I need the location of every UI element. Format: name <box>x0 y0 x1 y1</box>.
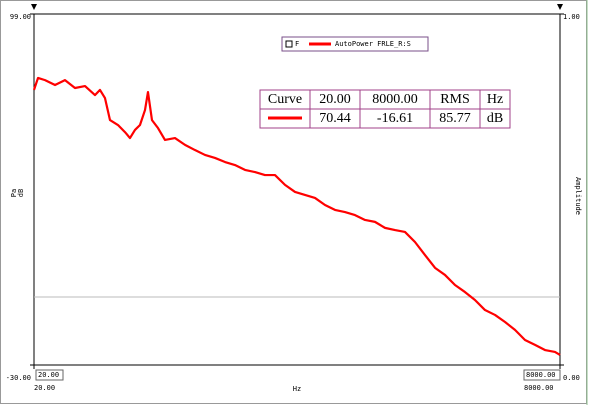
table-cell: dB <box>487 111 503 126</box>
cursor-label: 20.00 <box>38 371 59 379</box>
y2-tick-label: 1.00 <box>563 13 580 21</box>
axis-marker <box>31 4 37 10</box>
table-header: 8000.00 <box>372 92 418 107</box>
table-cell: 70.44 <box>319 111 351 126</box>
y2-label: Amplitude <box>574 177 582 215</box>
legend-checkbox[interactable] <box>285 40 293 48</box>
x-tick-label: 8000.00 <box>524 384 554 392</box>
y-tick-label: -30.00 <box>6 374 31 382</box>
x-label: Hz <box>293 385 301 393</box>
table-header: RMS <box>440 92 470 107</box>
table-header: Hz <box>487 92 503 107</box>
cursor-label: 8000.00 <box>526 371 556 379</box>
axis-marker <box>557 4 563 10</box>
cursor-box <box>523 369 561 381</box>
legend-label: F <box>295 40 299 48</box>
y2-tick-label: 0.00 <box>563 374 580 382</box>
table-cell: 85.77 <box>439 111 471 126</box>
y-tick-label: 99.00 <box>10 13 31 21</box>
legend-entry: AutoPower FRLE_R:S <box>335 40 411 48</box>
table-header: 20.00 <box>319 92 351 107</box>
rms-table <box>259 89 511 129</box>
x-tick-label: 20.00 <box>34 384 55 392</box>
series-line <box>32 76 561 356</box>
table-cell: -16.61 <box>377 111 413 126</box>
plot-area <box>33 13 561 366</box>
legend <box>281 36 429 52</box>
cursor-box <box>35 369 64 381</box>
y-label-unit: Pa <box>10 189 18 197</box>
table-header: Curve <box>268 92 302 107</box>
y-label: dB <box>17 189 25 197</box>
